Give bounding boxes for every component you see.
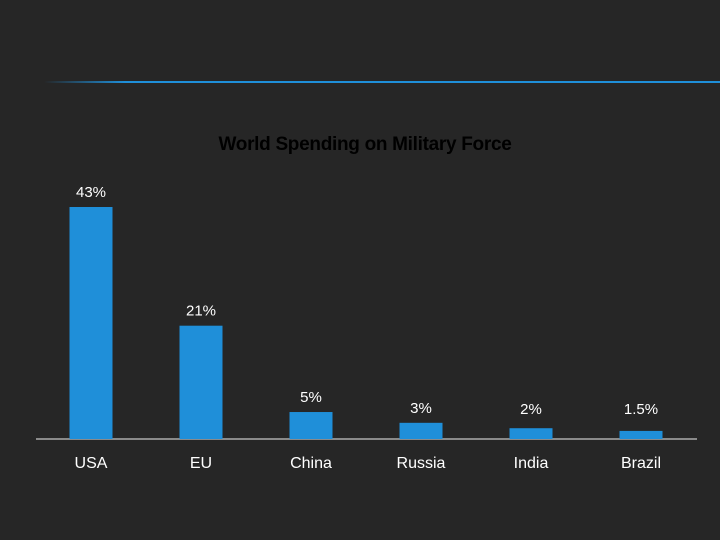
data-label-russia: 3% xyxy=(410,400,432,417)
data-label-india: 2% xyxy=(520,401,542,418)
category-label-eu: EU xyxy=(190,455,212,472)
category-label-russia: Russia xyxy=(397,455,446,472)
bar-brazil xyxy=(619,430,663,439)
category-label-china: China xyxy=(290,455,332,472)
bar-russia xyxy=(399,422,443,439)
category-label-usa: USA xyxy=(75,455,108,472)
bars-group: 43% USA 21% EU 5% China 3% Russia 2% India 1.5% Bra… xyxy=(69,184,663,472)
bar-india xyxy=(509,428,553,439)
data-label-brazil: 1.5% xyxy=(624,401,658,418)
bar-china xyxy=(289,412,333,439)
chart-title: World Spending on Military Force xyxy=(218,134,511,155)
data-label-china: 5% xyxy=(300,389,322,406)
category-label-brazil: Brazil xyxy=(621,455,661,472)
bar-usa xyxy=(69,207,113,439)
accent-divider-line xyxy=(44,81,720,83)
data-label-usa: 43% xyxy=(76,184,106,201)
bar-eu xyxy=(179,325,223,439)
category-label-india: India xyxy=(514,455,549,472)
data-label-eu: 21% xyxy=(186,303,216,320)
